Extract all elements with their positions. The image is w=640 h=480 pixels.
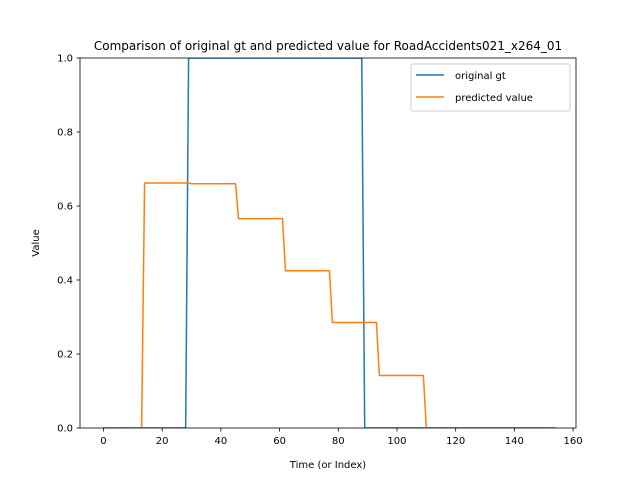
y-tick-label: 0.4: [57, 276, 73, 287]
x-axis-label: Time (or Index): [289, 460, 366, 471]
x-tick-label: 60: [273, 436, 286, 447]
x-tick-label: 20: [156, 436, 169, 447]
y-tick-label: 0.6: [57, 202, 73, 213]
y-axis-label: Value: [31, 229, 42, 256]
legend-box: [410, 63, 571, 112]
y-tick-label: 0.8: [57, 128, 73, 139]
x-tick-label: 100: [387, 436, 406, 447]
y-axis-ticks: 0.0 0.2 0.4 0.6 0.8 1.0: [57, 54, 80, 435]
y-tick-label: 0.2: [57, 350, 73, 361]
plot-area: [80, 58, 576, 428]
y-tick-label: 0.0: [57, 424, 73, 435]
series-line-2: [102, 182, 557, 428]
legend: original gt predicted value: [410, 63, 571, 112]
legend-label-2: predicted value: [455, 93, 533, 104]
x-axis-ticks: 0 20 40 60 80 100 120 140 160: [100, 428, 583, 447]
x-tick-label: 140: [505, 436, 524, 447]
chart-title: Comparison of original gt and predicted …: [94, 39, 562, 53]
x-tick-label: 0: [100, 436, 106, 447]
x-tick-label: 80: [332, 436, 345, 447]
legend-label-1: original gt: [455, 71, 506, 82]
y-tick-label: 1.0: [57, 54, 73, 65]
x-tick-label: 160: [564, 436, 583, 447]
series-layer: [102, 58, 557, 428]
x-tick-label: 40: [215, 436, 228, 447]
x-tick-label: 120: [446, 436, 465, 447]
plot-frame: [79, 57, 577, 429]
